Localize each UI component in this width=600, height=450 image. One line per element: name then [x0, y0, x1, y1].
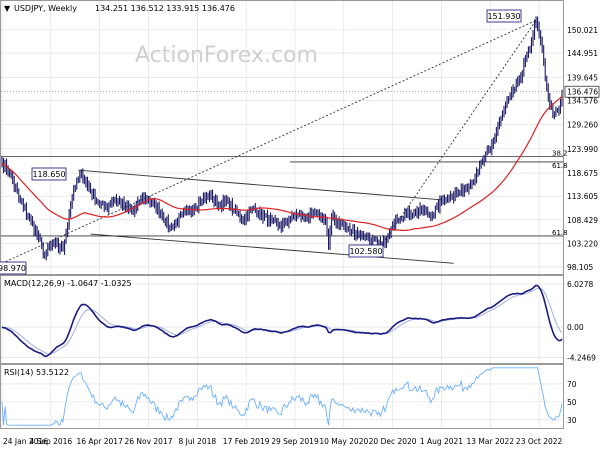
x-tick-label: 4 Sep 2016 [29, 437, 72, 446]
rsi-series [1, 367, 563, 426]
high-2-label: 151.930 [487, 12, 520, 21]
rsi-tick-label: 50 [567, 398, 577, 407]
x-tick-label: 13 Mar 2022 [467, 437, 515, 446]
chart-header-arrow[interactable]: ▼ [4, 4, 11, 13]
price-tick-label: 129.260 [567, 121, 598, 130]
low-2-label: 102.580 [349, 247, 382, 256]
price-tick-label: 134.576 [567, 96, 598, 105]
price-tick-label: 103.220 [567, 240, 598, 249]
price-tick-label: 144.951 [567, 49, 598, 58]
high-2-label-box [486, 9, 522, 23]
high-1-label-box [31, 167, 67, 181]
rsi-panel [0, 364, 564, 429]
channel-upper-line [78, 169, 442, 201]
chart-symbol: USDJPY, Weekly [14, 4, 77, 13]
macd-line [1, 284, 563, 358]
price-tick-label: 139.645 [567, 73, 598, 82]
rsi-title: RSI(14) 53.5122 [4, 368, 69, 377]
macd-tick-label: 6.0278 [567, 280, 593, 289]
price-panel [0, 0, 564, 275]
y-axis-ticks: 150.021 144.951 139.645 134.576 129.260 123.9… [564, 26, 600, 425]
x-tick-label: 1 Aug 2021 [420, 437, 463, 446]
x-tick-label: 24 Jan 2016 [3, 437, 48, 446]
watermark: ActionForex.com [135, 43, 318, 68]
price-series [1, 16, 563, 261]
price-tick-label: 113.605 [567, 192, 598, 201]
current-price-box [564, 85, 600, 98]
low-2-label-box [348, 244, 384, 258]
macd-tick-label: -4.2469 [567, 353, 596, 362]
x-tick-label: 16 Apr 2017 [76, 437, 123, 446]
price-tick-label: 118.675 [567, 169, 598, 178]
moving-average-line [1, 95, 563, 231]
x-tick-label: 17 Feb 2019 [223, 437, 270, 446]
projection-line-1 [1, 19, 537, 264]
gridlines [1, 1, 563, 428]
current-price-label: 136.476 [567, 88, 598, 97]
x-tick-label: 29 Sep 2019 [271, 437, 319, 446]
annotations: 118.650 151.930 98.970 102.580 38.2 61.8 61.8 [0, 9, 568, 275]
x-tick-label: 26 Nov 2017 [124, 437, 172, 446]
fib-38-2-label: 38.2 [552, 149, 568, 157]
macd-title: MACD(12,26,9) -1.0647 -1.0325 [4, 279, 132, 288]
channel-lower-line [90, 233, 454, 264]
macd-panel [0, 275, 564, 364]
fib-61-8-lower-label: 61.8 [552, 229, 568, 237]
price-tick-label: 98.105 [567, 263, 593, 272]
macd-tick-label: 0.00 [567, 323, 584, 332]
low-1-label-box [0, 261, 27, 275]
low-1-label: 98.970 [0, 264, 26, 273]
fib-61-8-upper-label: 61.8 [552, 162, 568, 170]
rsi-line [1, 367, 563, 426]
rsi-tick-label: 70 [567, 380, 577, 389]
price-tick-label: 150.021 [567, 26, 598, 35]
price-tick-label: 123.990 [567, 145, 598, 154]
macd-signal-line [1, 287, 563, 355]
x-tick-label: 20 Dec 2020 [369, 437, 417, 446]
projection-line-2 [380, 20, 537, 248]
x-tick-label: 8 Jul 2018 [178, 437, 216, 446]
x-tick-label: 23 Oct 2022 [516, 437, 563, 446]
price-tick-label: 108.429 [567, 216, 598, 225]
chart-ohlc: 134.251 136.512 133.915 136.476 [95, 4, 235, 13]
high-1-label: 118.650 [32, 170, 65, 179]
rsi-tick-label: 30 [567, 416, 577, 425]
x-tick-label: 10 May 2020 [319, 437, 368, 446]
macd-series [1, 284, 563, 358]
